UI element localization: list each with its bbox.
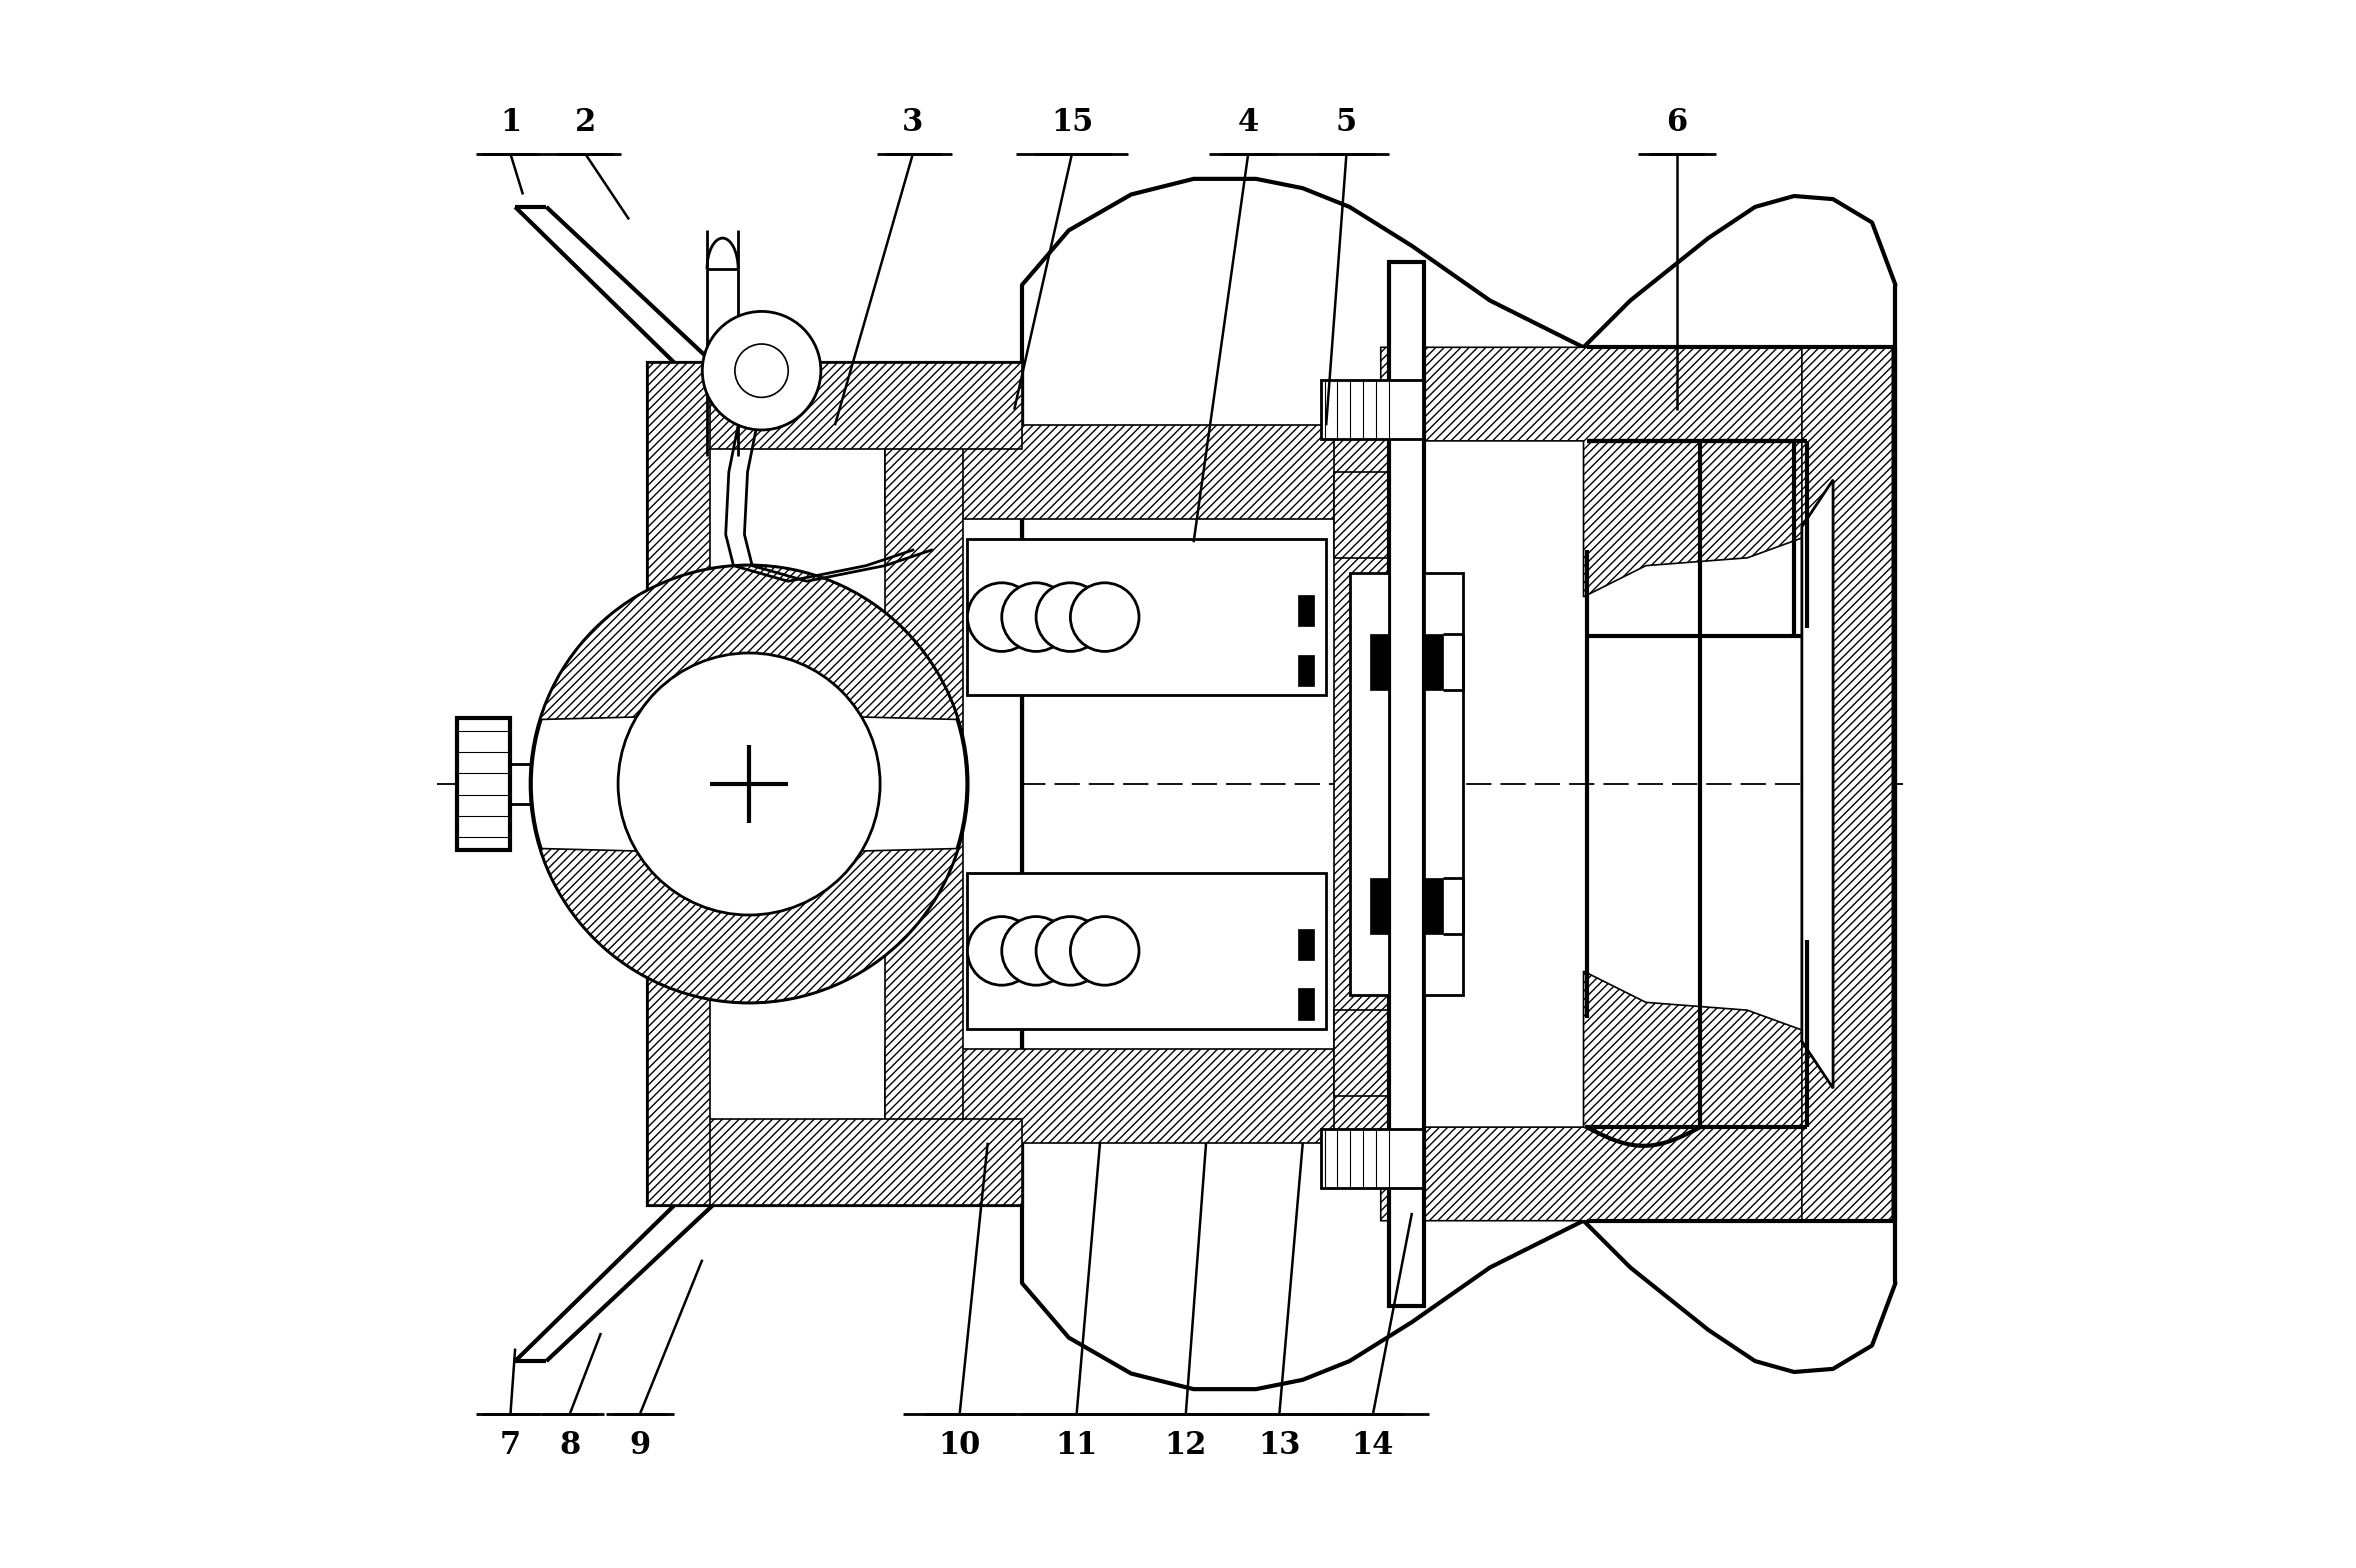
Bar	[1298, 596, 1315, 627]
Text: 5: 5	[1336, 107, 1357, 138]
Polygon shape	[1381, 347, 1892, 597]
Bar	[648, 362, 1023, 1206]
Bar	[1298, 930, 1315, 960]
Polygon shape	[540, 848, 957, 1002]
Circle shape	[1037, 917, 1105, 985]
Text: 12: 12	[1164, 1430, 1206, 1461]
Polygon shape	[886, 425, 964, 1143]
Polygon shape	[648, 1120, 1023, 1206]
Text: 15: 15	[1051, 107, 1093, 138]
Polygon shape	[1381, 971, 1892, 1221]
Polygon shape	[886, 425, 1388, 519]
Text: 3: 3	[902, 107, 924, 138]
Polygon shape	[1802, 347, 1892, 1221]
Polygon shape	[648, 362, 1023, 448]
Bar	[1322, 379, 1423, 439]
Bar	[1298, 988, 1315, 1019]
Polygon shape	[1333, 472, 1388, 558]
Circle shape	[735, 343, 789, 397]
Text: 8: 8	[558, 1430, 580, 1461]
Circle shape	[702, 312, 820, 430]
Text: 1: 1	[499, 107, 521, 138]
Polygon shape	[648, 362, 709, 1206]
Text: 9: 9	[629, 1430, 650, 1461]
Bar	[1350, 574, 1388, 994]
Circle shape	[617, 652, 881, 916]
Text: 6: 6	[1666, 107, 1687, 138]
Bar	[1425, 574, 1463, 994]
Bar	[504, 764, 886, 804]
Text: 10: 10	[938, 1430, 980, 1461]
Text: 13: 13	[1258, 1430, 1301, 1461]
Text: 7: 7	[499, 1430, 521, 1461]
Circle shape	[1037, 583, 1105, 651]
Polygon shape	[540, 566, 957, 720]
Bar	[1388, 262, 1425, 1306]
Text: 11: 11	[1055, 1430, 1098, 1461]
Polygon shape	[886, 1049, 1388, 1143]
Bar	[968, 873, 1326, 1029]
Bar	[1369, 635, 1388, 690]
Circle shape	[968, 583, 1037, 651]
Bar	[1322, 1129, 1423, 1189]
Text: 4: 4	[1237, 107, 1258, 138]
Circle shape	[1001, 917, 1070, 985]
Bar	[1425, 635, 1444, 690]
Polygon shape	[1333, 1010, 1388, 1096]
Polygon shape	[1333, 425, 1388, 1143]
Circle shape	[1070, 583, 1138, 651]
Circle shape	[530, 566, 968, 1002]
Bar	[1369, 878, 1388, 933]
Bar	[1298, 654, 1315, 685]
Circle shape	[968, 917, 1037, 985]
Text: 2: 2	[575, 107, 596, 138]
Circle shape	[1070, 917, 1138, 985]
Bar	[457, 718, 511, 850]
Text: 14: 14	[1352, 1430, 1395, 1461]
Bar	[968, 539, 1326, 695]
Polygon shape	[1802, 480, 1833, 1088]
Circle shape	[1001, 583, 1070, 651]
Bar	[1425, 878, 1444, 933]
